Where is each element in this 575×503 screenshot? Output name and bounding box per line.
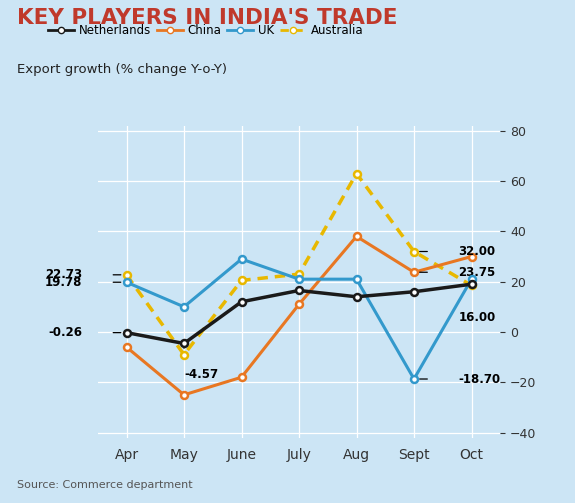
Text: 23.75: 23.75 (458, 266, 496, 279)
Text: 32.00: 32.00 (458, 245, 496, 258)
Text: 16.00: 16.00 (458, 311, 496, 324)
Text: -18.70: -18.70 (458, 373, 501, 385)
Text: -0.26: -0.26 (48, 326, 82, 339)
Text: KEY PLAYERS IN INDIA'S TRADE: KEY PLAYERS IN INDIA'S TRADE (17, 8, 398, 28)
Text: -4.57: -4.57 (184, 369, 218, 381)
Text: Export growth (% change Y-o-Y): Export growth (% change Y-o-Y) (17, 63, 227, 76)
Text: 19.78: 19.78 (45, 276, 82, 289)
Text: 22.73: 22.73 (45, 268, 82, 281)
Text: Source: Commerce department: Source: Commerce department (17, 480, 193, 490)
Legend: Netherlands, China, UK, Australia: Netherlands, China, UK, Australia (43, 20, 368, 42)
